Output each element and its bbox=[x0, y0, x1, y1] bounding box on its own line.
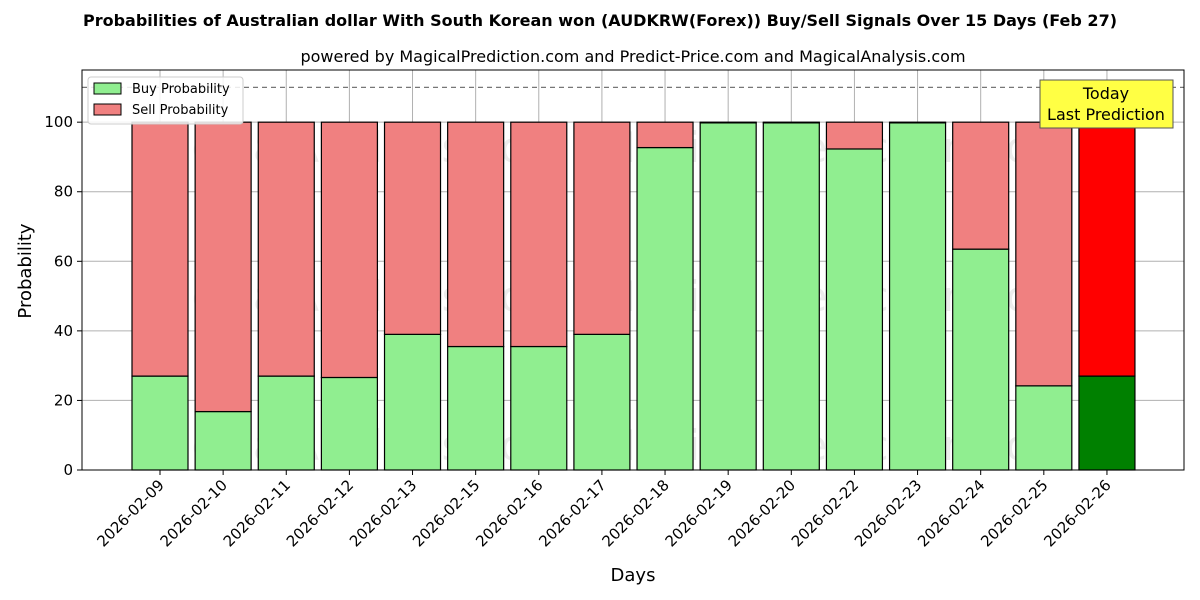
y-axis-label: Probability bbox=[15, 223, 36, 318]
buy-bar bbox=[131, 375, 189, 471]
sell-bar bbox=[762, 121, 820, 124]
sell-bar bbox=[699, 121, 757, 124]
sell-bar bbox=[194, 121, 252, 413]
buy-bar bbox=[1078, 375, 1136, 471]
buy-bar bbox=[447, 345, 505, 471]
today-annotation: Today Last Prediction bbox=[1039, 79, 1174, 129]
sell-bar bbox=[131, 121, 189, 377]
sell-bar bbox=[447, 121, 505, 348]
y-tick-label: 20 bbox=[54, 391, 73, 409]
x-tick-label: 2026-02-10 bbox=[157, 476, 231, 550]
buy-bar bbox=[510, 345, 568, 471]
x-axis: 2026-02-092026-02-102026-02-112026-02-12… bbox=[93, 470, 1115, 550]
buy-bar bbox=[825, 148, 884, 471]
x-axis-label: Days bbox=[611, 565, 656, 586]
sell-bar bbox=[636, 121, 694, 149]
sell-bar bbox=[1078, 121, 1136, 377]
sell-bar bbox=[257, 121, 315, 377]
x-tick-label: 2026-02-25 bbox=[977, 476, 1051, 550]
sell-bar bbox=[1015, 121, 1073, 387]
x-tick-label: 2026-02-15 bbox=[409, 476, 483, 550]
buy-bar bbox=[320, 376, 378, 471]
y-tick-label: 60 bbox=[54, 252, 73, 270]
x-tick-label: 2026-02-23 bbox=[851, 476, 925, 550]
buy-bar bbox=[194, 410, 252, 471]
sell-bar bbox=[320, 121, 378, 379]
chart-title: Probabilities of Australian dollar With … bbox=[83, 11, 1117, 30]
buy-bar bbox=[383, 333, 442, 471]
annotation-text: Today bbox=[1082, 84, 1129, 103]
y-axis: 0 20 40 60 80 100 bbox=[44, 113, 82, 479]
x-tick-label: 2026-02-13 bbox=[346, 476, 420, 550]
legend: Buy Probability Sell Probability bbox=[87, 76, 244, 125]
y-tick-label: 100 bbox=[44, 113, 73, 131]
bars-layer bbox=[131, 121, 1136, 471]
buy-bar bbox=[762, 122, 820, 471]
legend-label: Buy Probability bbox=[132, 82, 230, 97]
y-tick-label: 0 bbox=[63, 461, 73, 479]
legend-swatch bbox=[93, 82, 122, 95]
buy-bar bbox=[699, 122, 757, 471]
x-tick-label: 2026-02-09 bbox=[93, 476, 167, 550]
x-tick-label: 2026-02-22 bbox=[788, 476, 862, 550]
sell-bar bbox=[952, 121, 1010, 250]
buy-bar bbox=[257, 375, 315, 471]
legend-label: Sell Probability bbox=[132, 103, 229, 118]
buy-bar bbox=[952, 248, 1010, 471]
x-tick-label: 2026-02-26 bbox=[1040, 476, 1114, 550]
legend-swatch bbox=[93, 103, 122, 116]
x-tick-label: 2026-02-24 bbox=[914, 476, 988, 550]
sell-bar bbox=[825, 121, 884, 150]
buy-bar bbox=[636, 146, 694, 471]
x-tick-label: 2026-02-18 bbox=[598, 476, 672, 550]
x-tick-label: 2026-02-19 bbox=[662, 476, 736, 550]
annotation-box bbox=[1039, 79, 1174, 129]
x-tick-label: 2026-02-11 bbox=[220, 476, 294, 550]
sell-bar bbox=[383, 121, 442, 335]
plot-frame bbox=[81, 69, 1185, 471]
buy-bar bbox=[573, 333, 631, 471]
x-tick-label: 2026-02-16 bbox=[472, 476, 546, 550]
sell-bar bbox=[888, 121, 947, 124]
legend-box bbox=[87, 76, 244, 125]
x-tick-label: 2026-02-20 bbox=[725, 476, 799, 550]
x-tick-label: 2026-02-12 bbox=[283, 476, 357, 550]
buy-bar bbox=[1015, 385, 1073, 471]
y-tick-label: 80 bbox=[54, 183, 73, 201]
buy-bar bbox=[888, 122, 947, 471]
annotation-text: Last Prediction bbox=[1047, 105, 1165, 124]
chart-subtitle: powered by MagicalPrediction.com and Pre… bbox=[300, 47, 965, 66]
sell-bar bbox=[573, 121, 631, 335]
sell-bar bbox=[510, 121, 568, 348]
y-tick-label: 40 bbox=[54, 322, 73, 340]
x-tick-label: 2026-02-17 bbox=[535, 476, 609, 550]
